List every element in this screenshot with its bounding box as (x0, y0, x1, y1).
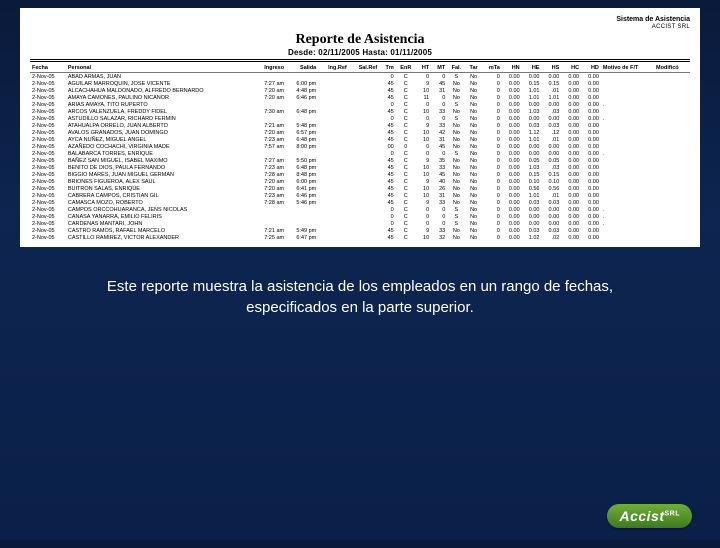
col-2: Ingreso (254, 64, 286, 73)
table-header-row: FechaPersonalIngresoSalidaIng.RefSal.Ref… (30, 64, 690, 73)
col-8: HT (416, 64, 431, 73)
table-row: 2-Nov-05BIGGIO MARES, JUAN MIGUEL GERMAN… (30, 171, 690, 178)
col-15: HS (541, 64, 561, 73)
col-12: mTa (482, 64, 502, 73)
report-paper: Sistema de Asistencia ACCIST SRL Reporte… (20, 8, 700, 247)
system-header: Sistema de Asistencia ACCIST SRL (30, 16, 690, 30)
col-1: Personal (66, 64, 254, 73)
accist-logo: AccistSRL (607, 508, 692, 526)
col-16: HC (561, 64, 581, 73)
table-body: 2-Nov-05ABAD ARMAS, JUAN0C00SNo00.000.00… (30, 73, 690, 242)
table-row: 2-Nov-05BALABARCA TORRES, ENRIQUE0C00SNo… (30, 150, 690, 157)
date-range: Desde: 02/11/2005 Hasta: 01/11/2005 (30, 48, 690, 60)
table-row: 2-Nov-05CASTRO RAMOS, RAFAEL MARCELO7:21… (30, 227, 690, 234)
col-10: Fal. (447, 64, 465, 73)
col-17: HD (581, 64, 601, 73)
table-row: 2-Nov-05AVALOS GRANADOS, JUAN DOMINGO7:2… (30, 129, 690, 136)
table-row: 2-Nov-05BENITO DE DIOS, PAULA FERNANDO7:… (30, 164, 690, 171)
col-6: Tm (379, 64, 395, 73)
table-row: 2-Nov-05AMAYA CAMONES, PAULINO NICANOR7:… (30, 94, 690, 101)
attendance-table: FechaPersonalIngresoSalidaIng.RefSal.Ref… (30, 64, 690, 241)
table-row: 2-Nov-05BRIONES FIGUEROA, ALEX SAUL7:20 … (30, 178, 690, 185)
col-7: EnR (396, 64, 416, 73)
table-row: 2-Nov-05CARDENAS MANTARI, JOHN0C00SNo00.… (30, 220, 690, 227)
table-row: 2-Nov-05ABAD ARMAS, JUAN0C00SNo00.000.00… (30, 73, 690, 81)
table-row: 2-Nov-05AZAÑEDO COCHACHI, VIRGINIA MADE7… (30, 143, 690, 150)
logo-badge: AccistSRL (607, 504, 692, 528)
logo-text: Accist (619, 508, 664, 524)
col-4: Ing.Ref (318, 64, 348, 73)
divider (30, 61, 690, 62)
table-row: 2-Nov-05ARIAS AMAYA, TITO RUPERTO0C00SNo… (30, 101, 690, 108)
col-11: Tar (465, 64, 481, 73)
col-18: Motivo de F/T (601, 64, 654, 73)
table-row: 2-Nov-05ATAHUALPA ORRELO, JUAN ALBERTO7:… (30, 122, 690, 129)
report-title: Reporte de Asistencia (30, 32, 690, 48)
table-row: 2-Nov-05ARCOS VALENZUELA, FREDDY FIDEL7:… (30, 108, 690, 115)
col-13: HN (502, 64, 522, 73)
table-row: 2-Nov-05AYCA NUÑEZ, MIGUEL ANGEL7:23 am6… (30, 136, 690, 143)
table-row: 2-Nov-05CABRERA CAMPOS, CRISTIAN GIL7:23… (30, 192, 690, 199)
table-row: 2-Nov-05CANASA YANARRA, EMILIO FELIRIS0C… (30, 213, 690, 220)
col-14: HE (522, 64, 542, 73)
col-0: Fecha (30, 64, 66, 73)
table-row: 2-Nov-05ASTUDILLO SALAZAR, RICHARD FERMI… (30, 115, 690, 122)
col-19: Modificó (654, 64, 690, 73)
col-3: Salida (286, 64, 318, 73)
slide-caption: Este reporte muestra la asistencia de lo… (60, 277, 660, 318)
table-row: 2-Nov-05BAÑEZ SAN MIGUEL, ISABEL MAXIMO7… (30, 157, 690, 164)
col-9: MT (431, 64, 447, 73)
logo-suffix: SRL (665, 510, 681, 517)
table-row: 2-Nov-05CASTILLO RAMIREZ, VICTOR ALEXAND… (30, 234, 690, 241)
system-name: Sistema de Asistencia (30, 16, 690, 24)
col-5: Sal.Ref (349, 64, 380, 73)
table-row: 2-Nov-05BUITRON SALAS, ENRIQUE7:20 am6:4… (30, 185, 690, 192)
company-name: ACCIST SRL (30, 24, 690, 31)
table-row: 2-Nov-05CAMPOS ORCCOHUARANCA, JENS NICOL… (30, 206, 690, 213)
table-row: 2-Nov-05AGUILAR MARROQUIN, JOSE VICENTE7… (30, 80, 690, 87)
table-row: 2-Nov-05ALCACHAHUA MALDONADO, ALFREDO BE… (30, 87, 690, 94)
table-row: 2-Nov-05CAMASCA MOZO, ROBERTO7:28 am5:46… (30, 199, 690, 206)
